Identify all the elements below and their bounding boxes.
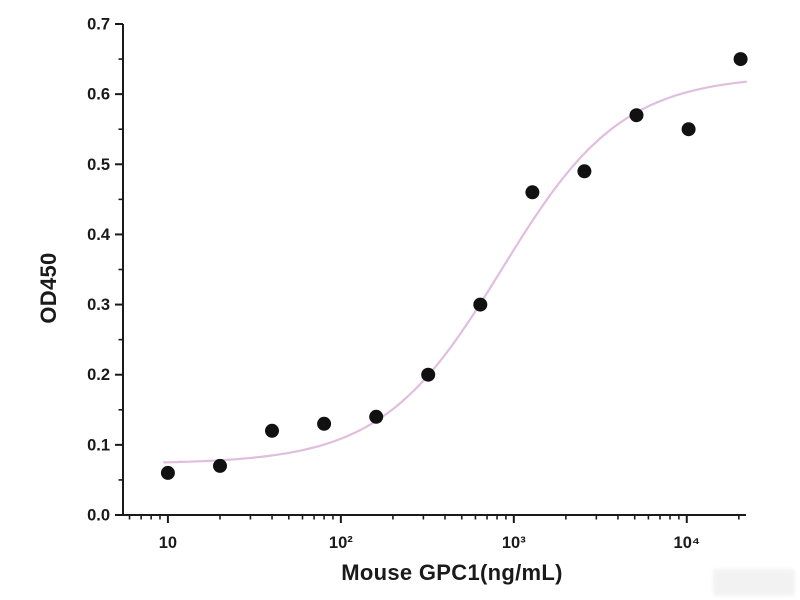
x-axis-title: Mouse GPC1(ng/mL): [341, 560, 562, 585]
data-point: [160, 465, 175, 480]
x-tick-label: 10: [159, 534, 177, 552]
data-point: [681, 122, 696, 137]
y-tick-label: 0.1: [87, 436, 110, 454]
x-tick-label: 10³: [502, 534, 526, 552]
data-point: [525, 185, 540, 200]
y-tick-label: 0.2: [87, 366, 110, 384]
data-point: [733, 52, 748, 67]
data-point: [317, 416, 332, 431]
x-tick-label: 10⁴: [674, 534, 701, 552]
data-point: [265, 423, 279, 438]
y-tick-label: 0.6: [87, 86, 110, 104]
y-tick-label: 0.0: [87, 507, 110, 525]
data-point: [629, 108, 644, 123]
y-tick-label: 0.7: [87, 16, 110, 34]
data-point: [473, 297, 488, 312]
plot-area: 0.0 0.1 0.2 0.3 0.4 0.5 0.6 0.7 10 10² 10³ 10⁴: [87, 16, 748, 552]
y-tick-label: 0.5: [87, 156, 110, 174]
data-point: [213, 458, 227, 473]
data-point: [577, 164, 592, 179]
y-axis-title: OD450: [36, 252, 61, 323]
data-point: [369, 409, 384, 424]
watermark: [713, 569, 795, 596]
y-tick-label: 0.4: [87, 226, 111, 244]
y-tick-label: 0.3: [87, 296, 110, 314]
x-tick-label: 10²: [329, 534, 353, 552]
fit-curve: [163, 80, 748, 464]
data-point: [421, 367, 436, 382]
